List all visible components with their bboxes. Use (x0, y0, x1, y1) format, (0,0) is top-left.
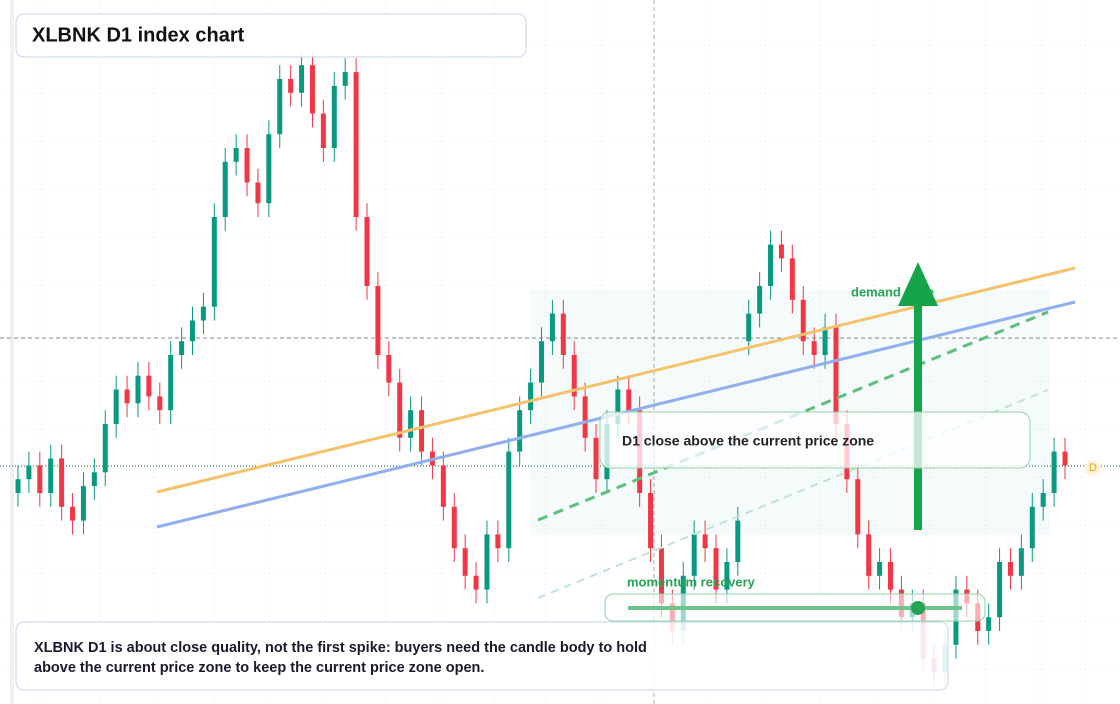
candle-body (233, 148, 239, 162)
candle-body (1062, 451, 1068, 466)
candle-body (757, 286, 763, 314)
candle-body (768, 244, 774, 286)
candle-body (1018, 548, 1024, 576)
candle-body (124, 389, 130, 404)
candle-body (866, 534, 872, 576)
candle-body (80, 486, 86, 521)
candle-body (288, 79, 294, 93)
candle-body (539, 341, 544, 383)
momentum-dot (911, 601, 925, 615)
candle-body (397, 382, 403, 438)
note-box (15, 621, 949, 691)
candle-body (26, 465, 32, 480)
candle-body (549, 313, 555, 342)
candle-body (386, 355, 392, 383)
candle-body (484, 534, 490, 590)
candle-body (833, 327, 839, 424)
badge-bg (1085, 460, 1101, 476)
candle-body (702, 534, 708, 549)
candle-body (997, 562, 1003, 618)
candle-body (822, 327, 828, 355)
momentum-label: momentum recovery (627, 574, 756, 589)
arrow-head (898, 262, 938, 306)
note: XLBNK D1 is about close quality, not the… (34, 640, 647, 676)
candle-body (190, 320, 195, 342)
candle-body (451, 506, 457, 549)
candle-body (811, 341, 817, 355)
candle-body (15, 479, 21, 493)
candle-body (200, 306, 206, 321)
candle-body (506, 451, 512, 549)
candle-body (211, 217, 217, 307)
callout-text: D1 close above the current price zone (622, 433, 874, 449)
candle-body (113, 389, 119, 424)
left-edge (10, 0, 14, 704)
candle-body (746, 313, 752, 342)
candle-body (986, 617, 992, 631)
candle-body (353, 72, 359, 217)
candle-body (375, 286, 381, 355)
candle-body (735, 520, 741, 562)
candle-body (495, 534, 501, 549)
candle-body (440, 465, 446, 507)
candle-body (1007, 562, 1013, 576)
candle-body (800, 299, 806, 342)
candle-body (626, 389, 632, 411)
candle-body (70, 506, 76, 521)
candle-body (1029, 506, 1035, 549)
candle-body (877, 562, 883, 576)
candle-body (266, 134, 272, 204)
candles (15, 51, 1068, 687)
candle-body (571, 355, 577, 397)
candle-body (462, 548, 468, 576)
candle-body (658, 548, 664, 604)
candle-body (244, 148, 250, 183)
candle-body (146, 375, 152, 397)
candle-body (560, 313, 566, 355)
candle-body (593, 437, 599, 480)
candle-body (778, 244, 784, 259)
candle-body (1040, 493, 1046, 507)
candle-body (615, 389, 621, 424)
candle-body (888, 562, 893, 590)
title: XLBNK D1 index chart (32, 24, 245, 46)
candle-body (364, 217, 370, 286)
callout-box (599, 411, 1031, 469)
candle-body (277, 79, 283, 135)
candle-body (320, 113, 326, 148)
candle-body (309, 65, 315, 114)
candle-body (102, 424, 108, 473)
candle-body (37, 465, 43, 493)
candle-body (528, 382, 534, 411)
candle-body (419, 410, 425, 452)
candle-body (222, 161, 228, 217)
candle-body (582, 396, 588, 438)
candle-body (648, 493, 654, 549)
title-box (15, 13, 527, 58)
badge: D (1089, 462, 1097, 474)
candle-body (724, 562, 730, 590)
channel-line-lower (537, 389, 1049, 599)
candle-body (1051, 451, 1057, 493)
candle-body (408, 410, 414, 438)
candle-body (168, 355, 174, 411)
candle-body (48, 458, 54, 493)
candle-body (342, 72, 348, 86)
candle-body (473, 575, 479, 590)
candle-body (299, 65, 305, 93)
candle-body (713, 548, 719, 590)
candle-body (179, 341, 185, 355)
candle-body (855, 479, 861, 535)
candle-body (255, 182, 261, 204)
candle-body (157, 396, 163, 411)
candle-body (135, 375, 141, 404)
candle-body (691, 534, 697, 576)
candle-body (517, 410, 523, 452)
candle-body (331, 85, 337, 148)
candle-body (59, 458, 65, 507)
candle-body (91, 472, 97, 487)
candle-body (789, 258, 795, 300)
